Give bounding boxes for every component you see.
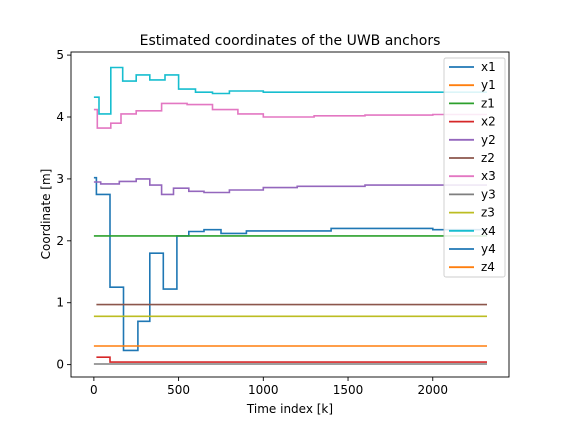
x-tick-label: 0: [90, 383, 98, 397]
x-tick-label: 2000: [417, 383, 448, 397]
y-tick-label: 2: [56, 234, 64, 248]
legend-label-z3-8: z3: [481, 206, 495, 220]
chart-title: Estimated coordinates of the UWB anchors: [140, 33, 441, 49]
legend-label-x2-3: x2: [481, 115, 496, 129]
y-tick-label: 0: [56, 358, 64, 372]
y-tick-label: 4: [56, 110, 64, 124]
x-tick-label: 1000: [248, 383, 279, 397]
legend-label-x3-6: x3: [481, 169, 496, 183]
legend-label-x1-0: x1: [481, 60, 496, 74]
plot-frame: [70, 51, 510, 378]
series-line-x2-3: [96, 356, 487, 363]
legend-label-y2-4: y2: [481, 133, 496, 147]
series-line-y2-4: [93, 178, 487, 196]
legend-label-y3-7: y3: [481, 187, 496, 201]
y-tick-label: 5: [56, 48, 64, 62]
series-line-x4-9: [93, 66, 487, 115]
legend-label-y1-1: y1: [481, 78, 496, 92]
y-tick-label: 1: [56, 296, 64, 310]
x-axis-ticks: 0 500 1000 1500 2000: [90, 377, 448, 397]
y-axis-ticks: 0 1 2 3 4 5: [56, 48, 71, 372]
legend-box: [443, 57, 506, 278]
y-tick-label: 3: [56, 172, 64, 186]
legend-label-z2-5: z2: [481, 151, 495, 165]
legend-label-z1-2: z1: [481, 96, 495, 110]
legend-label-y4-10: y4: [481, 242, 496, 256]
series-layer: [93, 66, 487, 365]
series-line-x3-6: [93, 102, 487, 129]
y-axis-label: Coordinate [m]: [39, 169, 53, 260]
x-tick-label: 1500: [333, 383, 364, 397]
x-tick-label: 500: [167, 383, 190, 397]
x-axis-label: Time index [k]: [246, 402, 333, 416]
legend: x1 y1 z1 x2 y2 z2 x3 y3 z3 x4 y4 z4: [443, 57, 506, 278]
legend-label-x4-9: x4: [481, 224, 496, 238]
legend-label-z4-11: z4: [481, 260, 495, 274]
